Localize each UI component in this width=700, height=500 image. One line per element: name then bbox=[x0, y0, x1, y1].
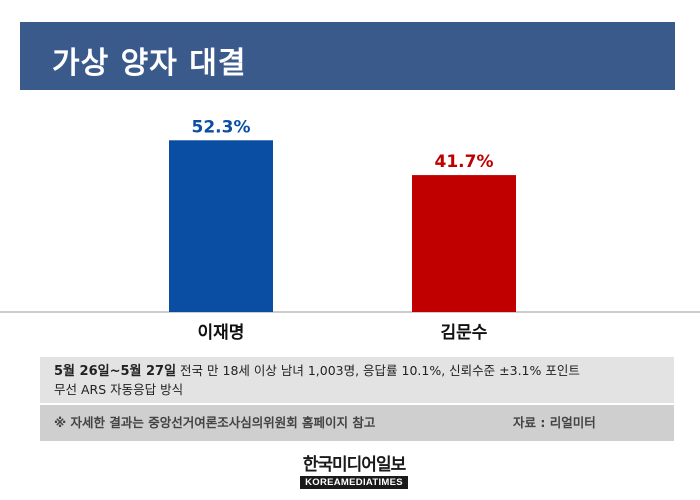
title-banner: 가상 양자 대결 bbox=[20, 22, 675, 90]
survey-details-line2: 무선 ARS 자동응답 방식 bbox=[54, 382, 184, 397]
category-label-1: 이재명 bbox=[198, 323, 245, 343]
logo-korean-text: 한국미디어일보 bbox=[302, 455, 406, 475]
bar-2 bbox=[412, 175, 516, 312]
bars-group: 52.3% 이재명 41.7% 김문수 bbox=[169, 117, 516, 343]
chart-title: 가상 양자 대결 bbox=[52, 46, 247, 81]
category-label-2: 김문수 bbox=[441, 323, 488, 343]
bar-1 bbox=[169, 140, 273, 312]
survey-details-line1: 전국 만 18세 이상 남녀 1,003명, 응답률 10.1%, 신뢰수준 ±… bbox=[180, 363, 580, 378]
survey-note-bar: ※ 자세한 결과는 중앙선거여론조사심의위원회 홈페이지 참고 자료 : 리얼미… bbox=[40, 405, 674, 441]
bar-value-label-1: 52.3% bbox=[192, 117, 251, 137]
survey-info-box: 5월 26일~5월 27일 전국 만 18세 이상 남녀 1,003명, 응답률… bbox=[40, 357, 674, 441]
survey-note: ※ 자세한 결과는 중앙선거여론조사심의위원회 홈페이지 참고 bbox=[54, 415, 376, 430]
survey-details: 5월 26일~5월 27일 전국 만 18세 이상 남녀 1,003명, 응답률… bbox=[40, 357, 674, 403]
logo-english-text: KOREAMEDIATIMES bbox=[300, 476, 408, 489]
data-source: 자료 : 리얼미터 bbox=[513, 415, 596, 430]
bar-value-label-2: 41.7% bbox=[435, 152, 494, 172]
publisher-logo: 한국미디어일보 KOREAMEDIATIMES bbox=[298, 455, 410, 491]
survey-date-range: 5월 26일~5월 27일 bbox=[54, 364, 177, 379]
